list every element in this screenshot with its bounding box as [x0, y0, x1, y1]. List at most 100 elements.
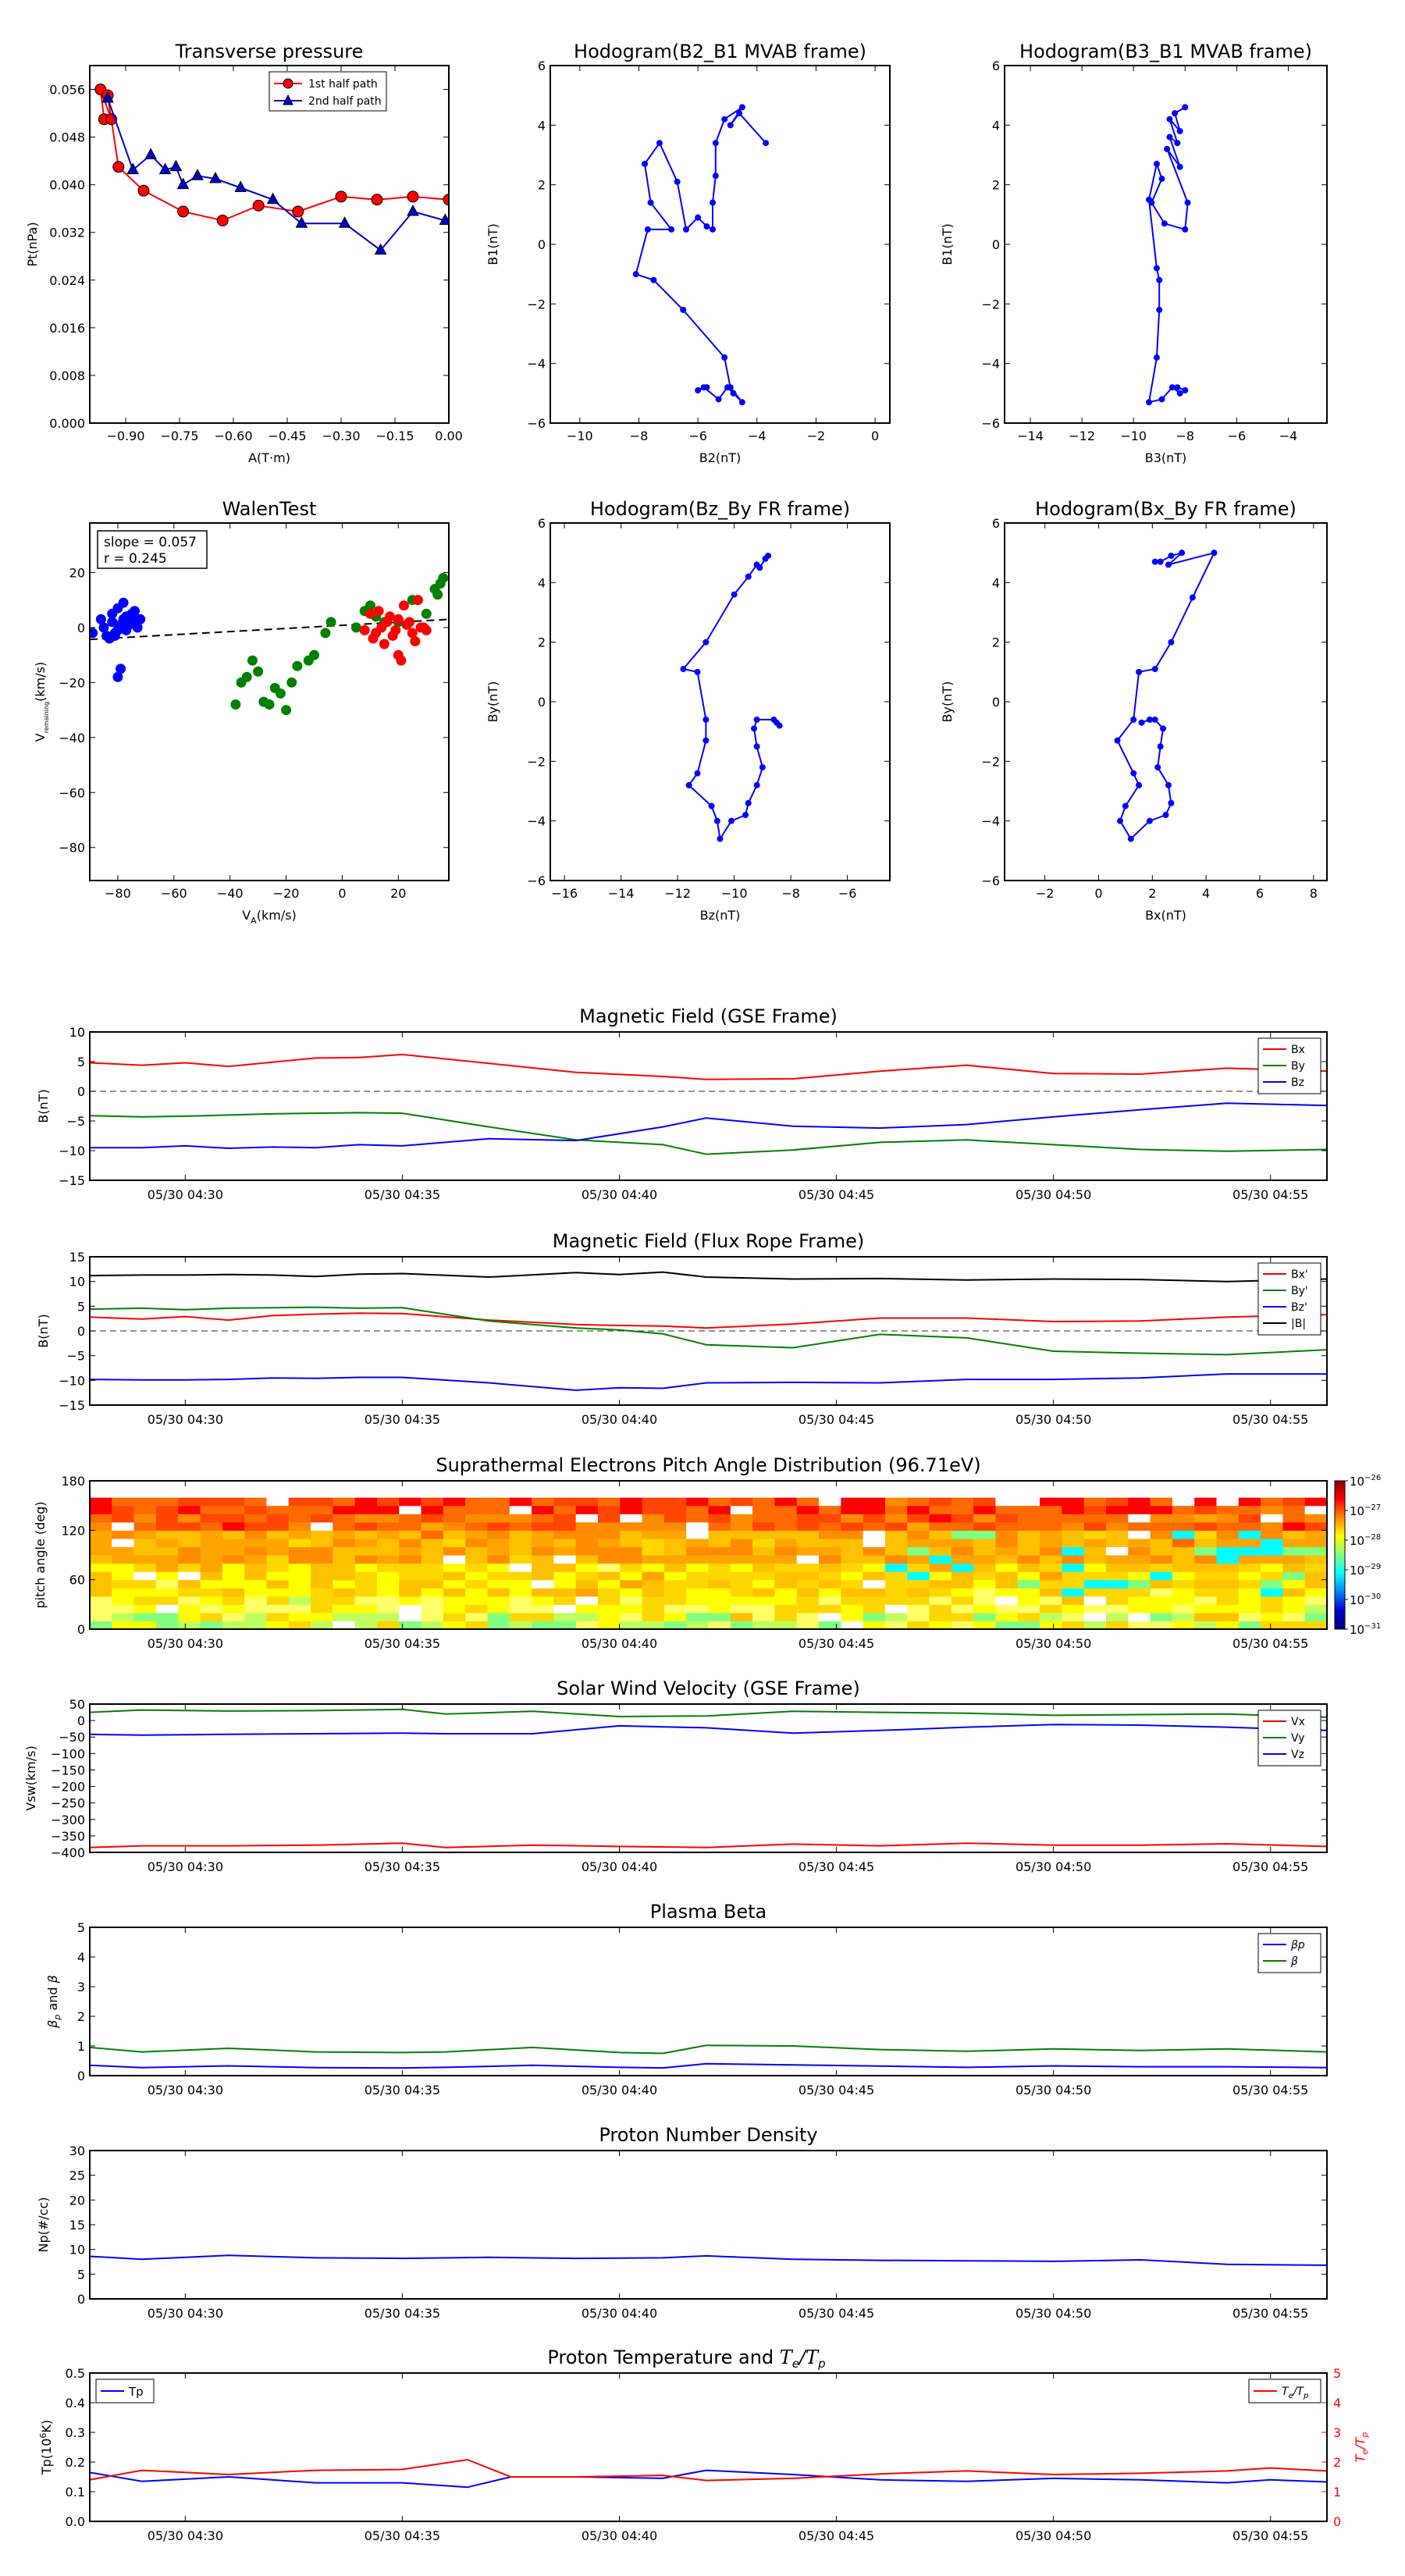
heatmap-cell — [1282, 1588, 1306, 1597]
series-line — [635, 106, 767, 404]
heatmap-cell — [443, 1563, 466, 1572]
x-tick-label: −6 — [688, 429, 707, 443]
x-tick-label: 05/30 04:55 — [1232, 1187, 1308, 1202]
heatmap-cell — [509, 1612, 532, 1622]
colorbar-exponent: −29 — [1364, 1563, 1381, 1571]
heatmap-cell — [1261, 1579, 1283, 1589]
heatmap-cell — [663, 1514, 687, 1523]
data-point — [1172, 110, 1179, 117]
heatmap-cell — [244, 1588, 268, 1597]
data-point — [762, 555, 769, 562]
heatmap-cell — [951, 1497, 974, 1507]
heatmap-cell — [266, 1497, 290, 1507]
y-axis-label: Pt(nPa) — [25, 222, 40, 266]
x-tick-label: 0.00 — [435, 429, 463, 443]
heatmap-cell — [200, 1571, 223, 1581]
heatmap-cell — [1194, 1514, 1218, 1523]
heatmap-cell — [841, 1497, 864, 1507]
heatmap-cell — [1040, 1563, 1062, 1572]
heatmap-cell — [178, 1612, 201, 1622]
heatmap-cell — [819, 1563, 841, 1572]
heatmap-cell — [421, 1612, 444, 1622]
heatmap-cell — [112, 1588, 135, 1597]
colorbar-base: 10 — [1350, 1534, 1364, 1548]
y-tick-label: 0 — [77, 2292, 85, 2307]
heatmap-cell — [884, 1621, 908, 1629]
heatmap-cell — [1062, 1505, 1085, 1514]
heatmap-cell — [288, 1521, 311, 1531]
heatmap-cell — [708, 1588, 731, 1597]
heatmap-cell — [995, 1546, 1019, 1556]
y-tick-label: −4 — [527, 814, 546, 829]
heatmap-cell — [465, 1596, 489, 1605]
x-tick-label: −20 — [273, 886, 300, 901]
data-point — [1176, 390, 1183, 397]
heatmap-cell — [333, 1604, 356, 1614]
heatmap-cell — [1238, 1596, 1261, 1605]
heatmap-cell — [354, 1555, 378, 1564]
data-point — [763, 140, 770, 147]
heatmap-cell — [532, 1497, 554, 1507]
heatmap-cell — [509, 1555, 532, 1564]
y-tick-label: 5 — [77, 1055, 85, 1069]
heatmap-cell — [465, 1546, 489, 1556]
y-axis-label: By(nT) — [940, 681, 955, 723]
heatmap-cell — [841, 1546, 864, 1556]
heatmap-cell — [90, 1555, 112, 1564]
heatmap-cell — [907, 1621, 930, 1629]
heatmap-cell — [244, 1563, 268, 1572]
y-tick-label: −4 — [527, 357, 546, 372]
heatmap-cell — [112, 1497, 135, 1507]
heatmap-cell — [155, 1604, 179, 1614]
chart-title: Hodogram(Bz_By FR frame) — [590, 498, 850, 520]
heatmap-cell — [288, 1621, 311, 1629]
heatmap-cell — [1238, 1588, 1261, 1597]
heatmap-cell — [222, 1563, 245, 1572]
x-tick-label: 05/30 04:40 — [582, 2528, 657, 2543]
heatmap-cell — [929, 1505, 952, 1514]
heatmap-cell — [575, 1505, 599, 1514]
heatmap-cell — [1105, 1555, 1129, 1564]
data-point — [292, 660, 303, 671]
heatmap-cell — [686, 1497, 710, 1507]
heatmap-cell — [973, 1505, 997, 1514]
x-tick-label: 4 — [1202, 886, 1210, 901]
heatmap-cell — [376, 1563, 400, 1572]
heatmap-cell — [465, 1571, 489, 1581]
heatmap-cell — [399, 1571, 422, 1581]
colorbar-exponent: −26 — [1364, 1474, 1381, 1482]
heatmap-cell — [796, 1621, 820, 1629]
heatmap-cell — [1282, 1505, 1306, 1514]
heatmap-cell — [863, 1530, 886, 1539]
heatmap-cell — [819, 1588, 841, 1597]
colorbar-base: 10 — [1350, 1504, 1364, 1518]
y-tick-label: 0 — [77, 621, 85, 635]
heatmap-cell — [288, 1514, 311, 1523]
heatmap-cell — [90, 1481, 112, 1490]
heatmap-cell — [730, 1546, 753, 1556]
heatmap-cell — [200, 1588, 223, 1597]
heatmap-cell — [487, 1588, 510, 1597]
heatmap-cell — [1128, 1579, 1151, 1589]
panel-title: Magnetic Field (GSE Frame) — [579, 1005, 838, 1027]
heatmap-cell — [155, 1497, 179, 1507]
heatmap-cell — [266, 1579, 290, 1589]
subscript: e — [1360, 2450, 1370, 2455]
heatmap-cell — [708, 1546, 731, 1556]
heatmap-cell — [951, 1489, 974, 1498]
x-tick-label: 05/30 04:30 — [148, 1859, 223, 1874]
heatmap-cell — [1083, 1514, 1107, 1523]
heatmap-cell — [421, 1596, 444, 1605]
heatmap-cell — [421, 1555, 444, 1564]
data-point — [712, 140, 719, 147]
heatmap-cell — [222, 1521, 245, 1531]
heatmap-cell — [884, 1612, 908, 1622]
heatmap-cell — [443, 1505, 466, 1514]
heatmap-cell — [222, 1579, 245, 1589]
heatmap-cell — [1062, 1588, 1085, 1597]
y-tick-label: 10 — [69, 1275, 85, 1290]
data-point — [1153, 354, 1160, 361]
heatmap-cell — [929, 1604, 952, 1614]
heatmap-cell — [288, 1538, 311, 1548]
heatmap-cell — [1304, 1579, 1327, 1589]
